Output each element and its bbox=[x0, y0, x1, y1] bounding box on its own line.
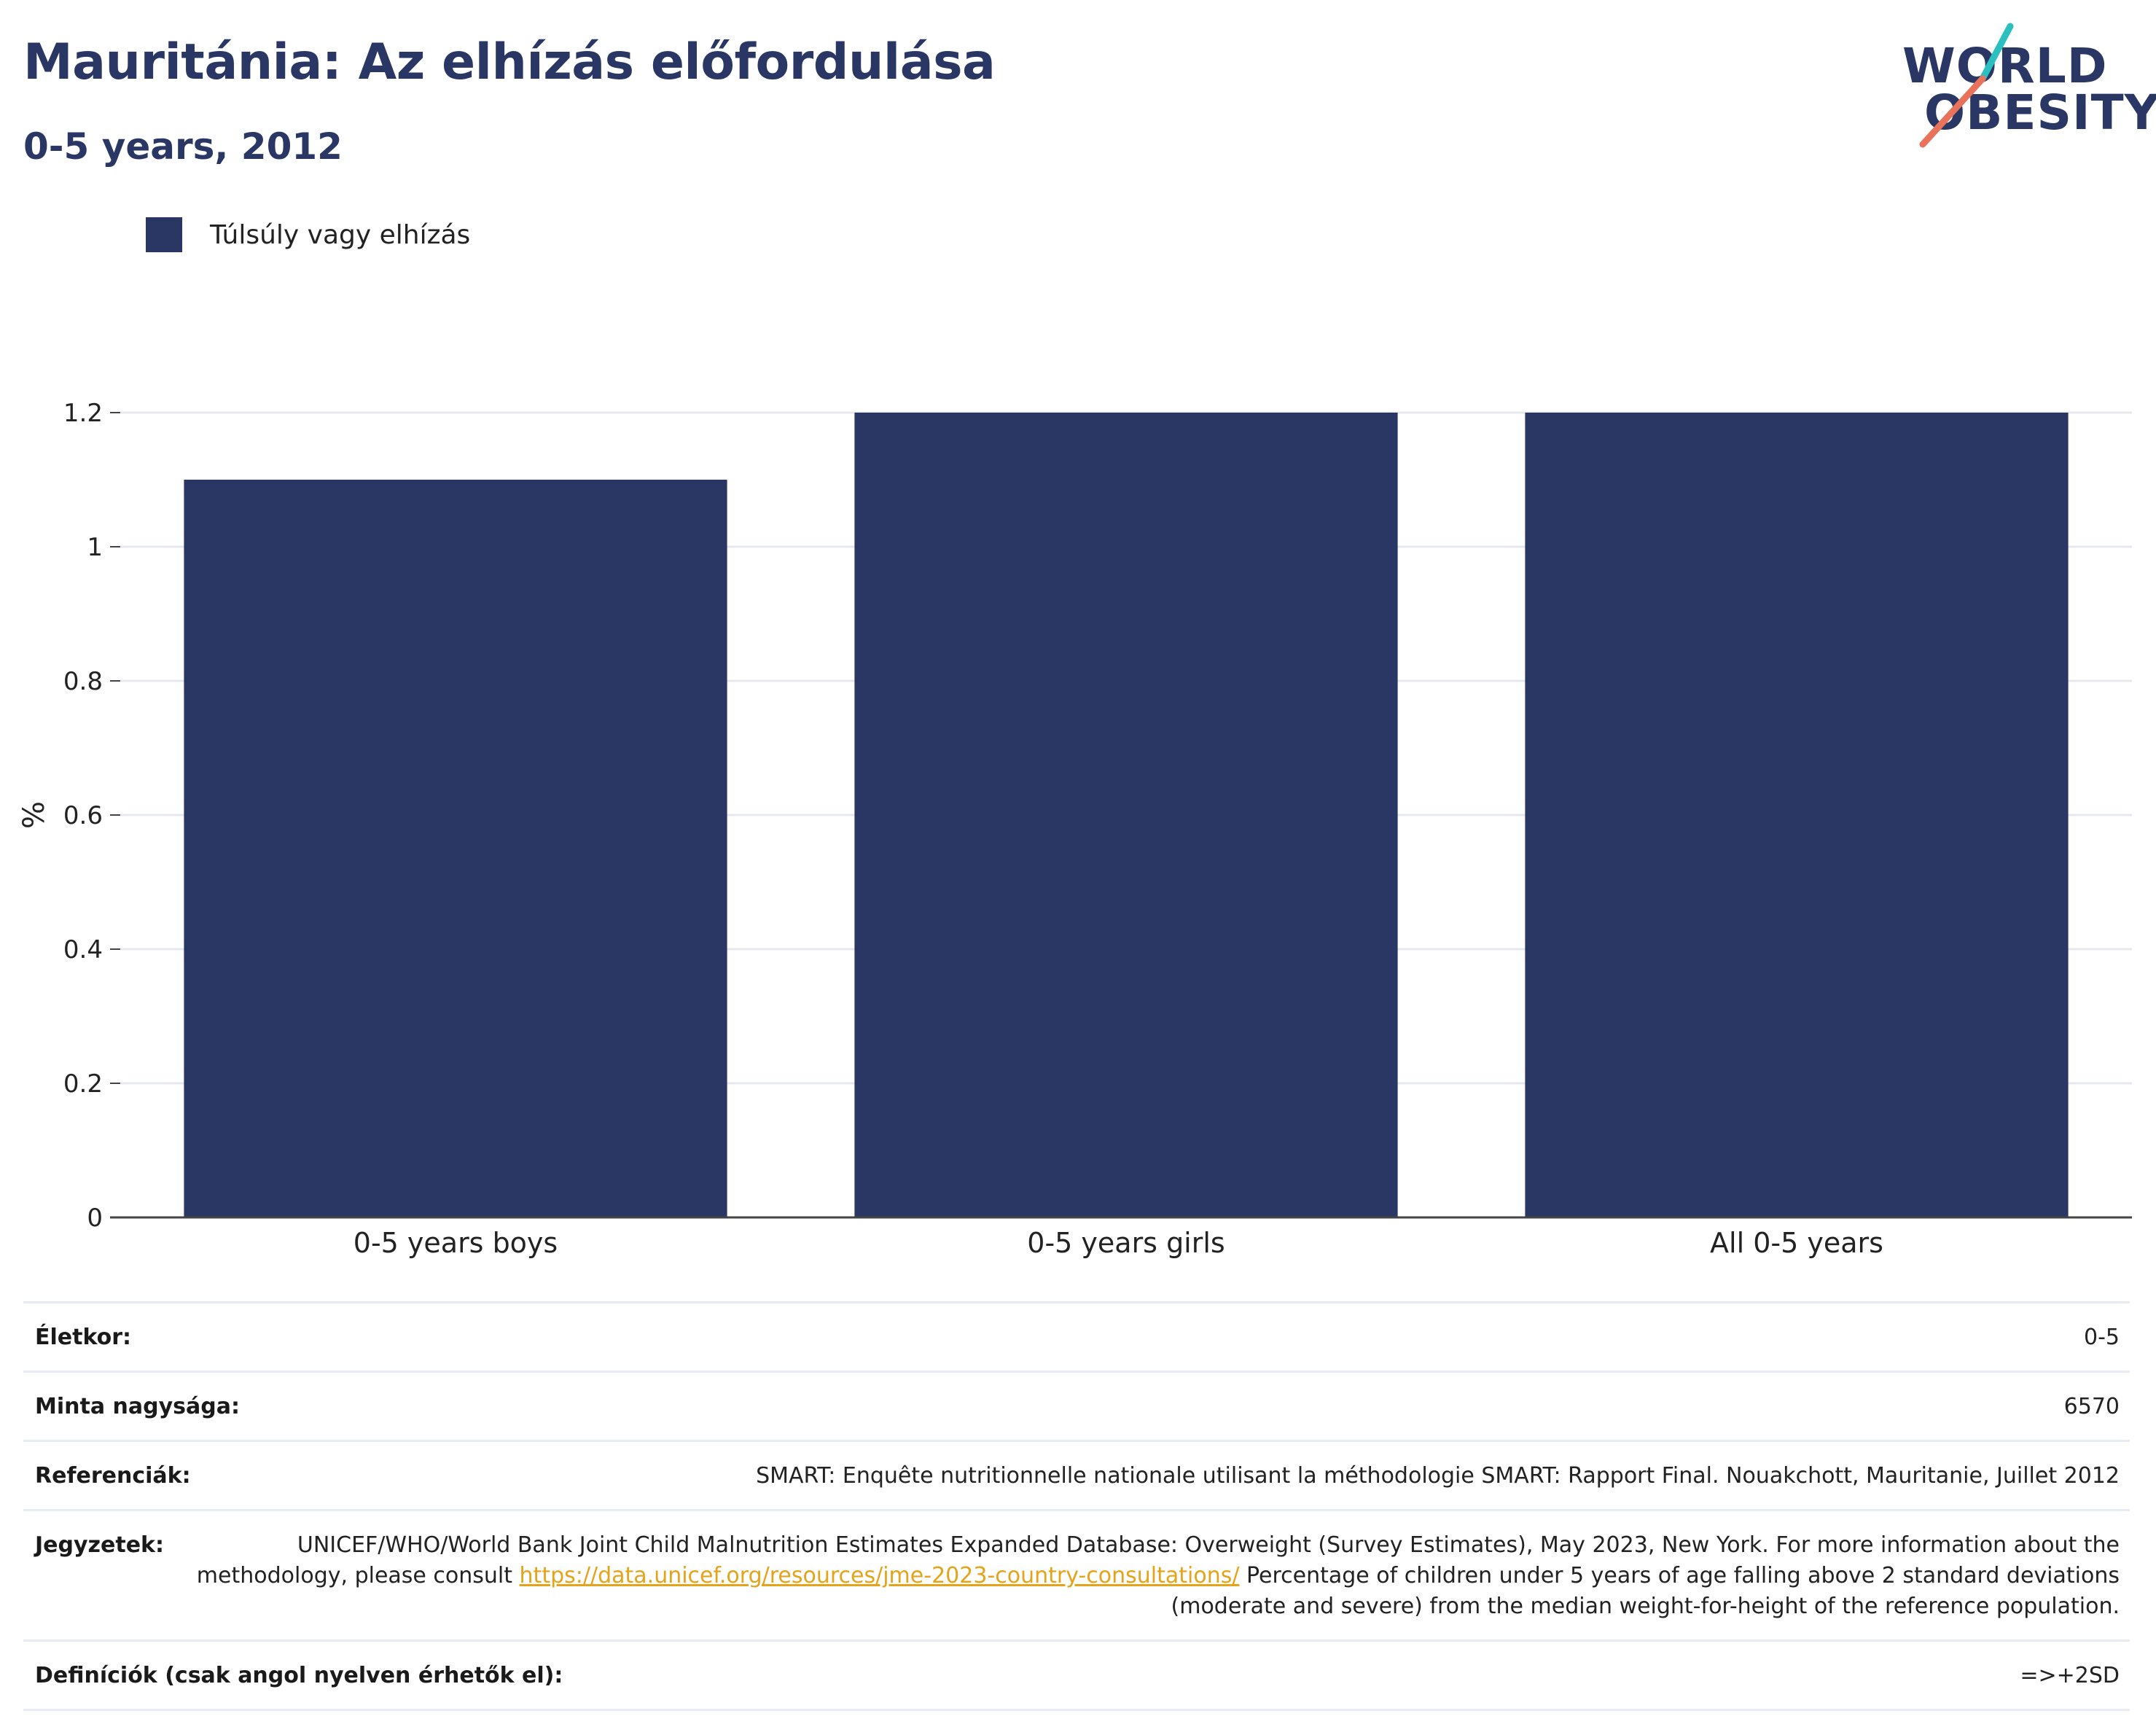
x-tick-label: 0-5 years girls bbox=[1027, 1227, 1225, 1259]
legend[interactable]: Túlsúly vagy elhízás bbox=[146, 217, 470, 252]
y-axis-label: % bbox=[17, 801, 51, 829]
bar bbox=[184, 480, 727, 1217]
bar bbox=[854, 413, 1398, 1217]
notes-text-after: Percentage of children under 5 years of … bbox=[1171, 1563, 2120, 1619]
y-tick-label: 0 bbox=[87, 1204, 103, 1233]
y-tick-label: 0.6 bbox=[63, 801, 103, 830]
meta-row-references: Referenciák: SMART: Enquête nutritionnel… bbox=[23, 1440, 2130, 1509]
meta-sample-value: 6570 bbox=[2063, 1394, 2120, 1419]
bar-chart: 0 0.2 0.4 0.6 0.8 1 1.2 0-5 years boys 0-5 years… bbox=[17, 399, 2132, 1259]
legend-swatch bbox=[146, 217, 182, 252]
world-obesity-logo[interactable]: WORLD OBESITY bbox=[1902, 20, 2156, 152]
logo-line-world: WORLD bbox=[1902, 38, 2108, 94]
legend-label: Túlsúly vagy elhízás bbox=[210, 219, 471, 250]
meta-row-notes: Jegyzetek: UNICEF/WHO/World Bank Joint C… bbox=[23, 1509, 2130, 1640]
x-tick-label: All 0-5 years bbox=[1710, 1227, 1883, 1259]
notes-text-before: UNICEF/WHO/World Bank Joint Child Malnut… bbox=[196, 1532, 2120, 1588]
y-tick-label: 1.2 bbox=[63, 399, 103, 428]
meta-row-age: Életkor: 0-5 bbox=[23, 1301, 2130, 1371]
y-tick-label: 1 bbox=[87, 533, 103, 562]
meta-sample-label: Minta nagysága: bbox=[35, 1394, 240, 1419]
methodology-link[interactable]: https://data.unicef.org/resources/jme-20… bbox=[519, 1563, 1240, 1588]
chart-title: Mauritánia: Az elhízás előfordulása bbox=[23, 34, 996, 91]
y-tick-label: 0.4 bbox=[63, 935, 103, 964]
x-tick-label: 0-5 years boys bbox=[354, 1227, 558, 1259]
meta-definitions-value: =>+2SD bbox=[2020, 1663, 2120, 1688]
meta-age-label: Életkor: bbox=[35, 1325, 132, 1350]
meta-row-definitions: Definíciók (csak angol nyelven érhetők e… bbox=[23, 1640, 2130, 1711]
y-tick-label: 0.8 bbox=[63, 667, 103, 696]
logo-slash-icon bbox=[1919, 23, 2014, 148]
y-tick-label: 0.2 bbox=[63, 1069, 103, 1099]
meta-references-value: SMART: Enquête nutritionnelle nationale … bbox=[756, 1463, 2120, 1489]
meta-definitions-label: Definíciók (csak angol nyelven érhetők e… bbox=[35, 1663, 563, 1688]
meta-notes-label: Jegyzetek: bbox=[35, 1532, 164, 1558]
meta-row-sample: Minta nagysága: 6570 bbox=[23, 1371, 2130, 1440]
metadata-table: Életkor: 0-5 Minta nagysága: 6570 Refere… bbox=[23, 1301, 2130, 1711]
meta-notes-value: UNICEF/WHO/World Bank Joint Child Malnut… bbox=[193, 1530, 2120, 1622]
meta-age-value: 0-5 bbox=[2084, 1325, 2120, 1350]
chart-subtitle: 0-5 years, 2012 bbox=[23, 125, 343, 168]
meta-references-label: Referenciák: bbox=[35, 1463, 191, 1489]
bar bbox=[1525, 413, 2069, 1217]
